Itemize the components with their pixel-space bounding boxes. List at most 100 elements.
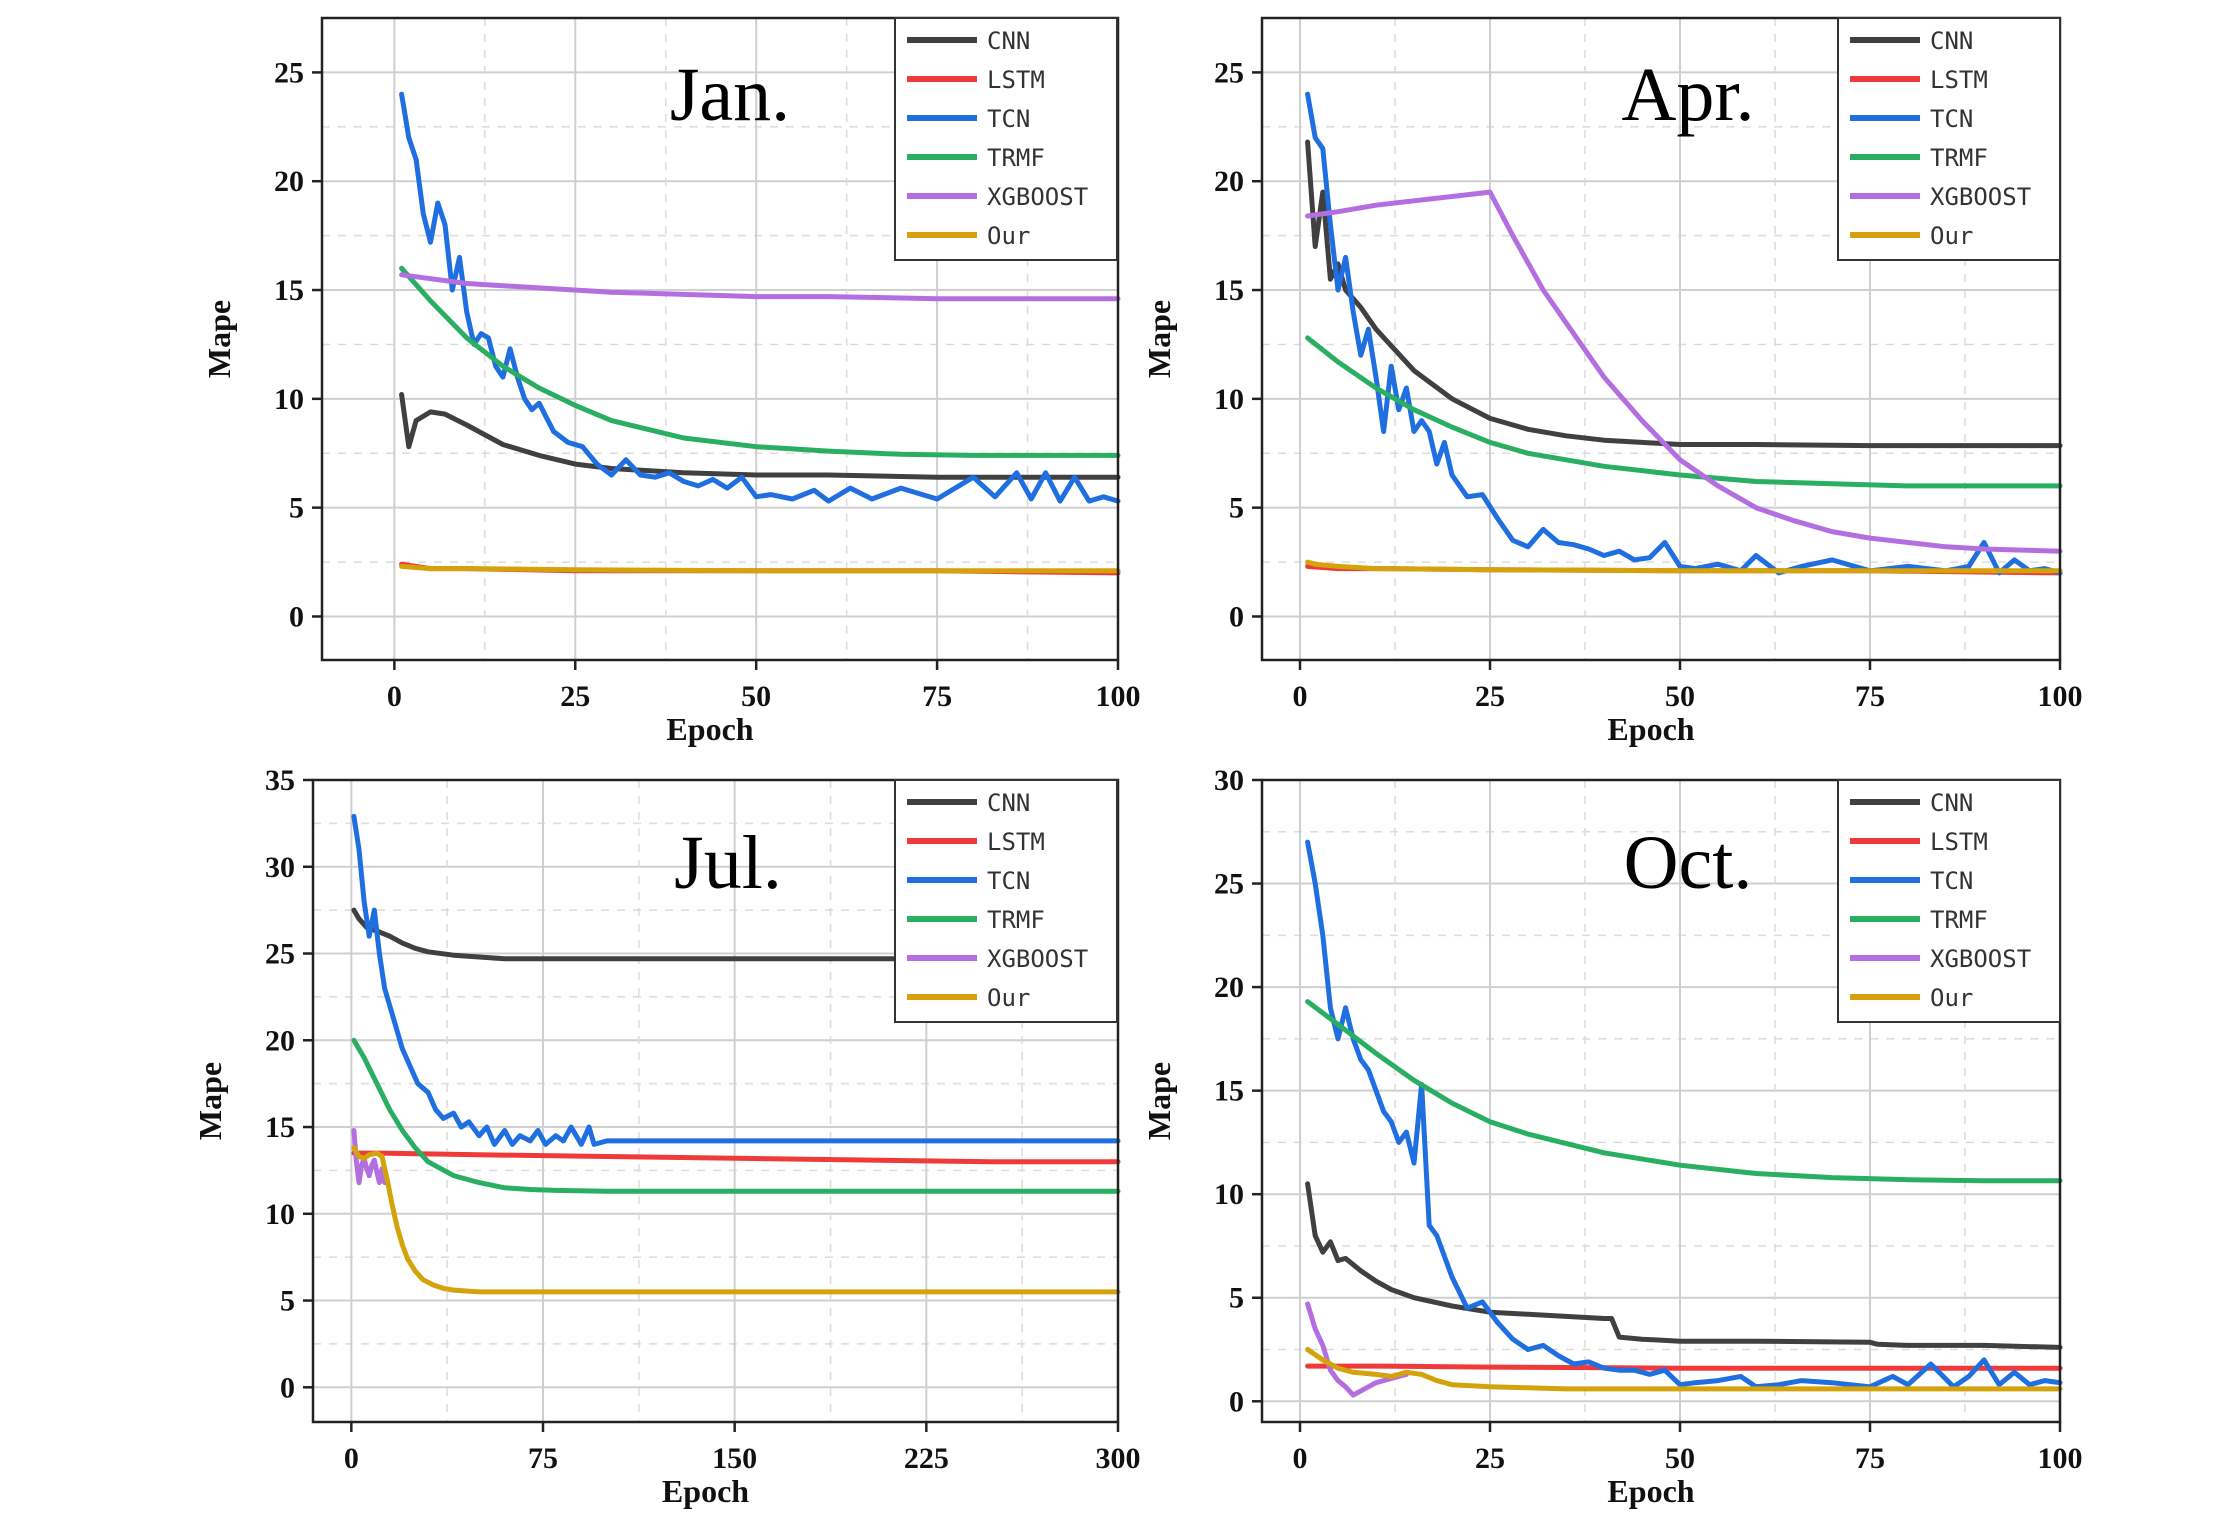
y-tick-label: 0 bbox=[1229, 1385, 1244, 1418]
x-tick-label: 75 bbox=[1855, 680, 1885, 713]
x-tick-label: 150 bbox=[712, 1442, 757, 1475]
plot-frame bbox=[311, 778, 1120, 1424]
legend-label-tcn: TCN bbox=[987, 867, 1030, 895]
y-axis-label: Mape bbox=[201, 300, 237, 378]
series-line-cnn bbox=[1305, 1181, 2063, 1350]
x-tick-label: 25 bbox=[560, 680, 590, 713]
x-tick-label: 100 bbox=[2038, 1442, 2083, 1475]
plot-frame bbox=[1260, 16, 2062, 662]
legend-box bbox=[894, 779, 1118, 1023]
y-tick-label: 0 bbox=[1229, 600, 1244, 633]
x-tick-label: 75 bbox=[922, 680, 952, 713]
legend-label-our: Our bbox=[987, 222, 1030, 250]
y-axis-label: Mape bbox=[1141, 1062, 1177, 1140]
legend-label-trmf: TRMF bbox=[987, 144, 1045, 172]
y-tick-label: 5 bbox=[289, 492, 304, 525]
y-tick-label: 5 bbox=[1229, 1282, 1244, 1315]
series-line-trmf bbox=[1305, 999, 2063, 1184]
y-axis-label: Mape bbox=[1141, 300, 1177, 378]
legend-label-our: Our bbox=[987, 984, 1030, 1012]
x-tick-label: 50 bbox=[741, 680, 771, 713]
panel-title: Apr. bbox=[1622, 53, 1755, 137]
legend-label-our: Our bbox=[1930, 222, 1973, 250]
x-tick-label: 0 bbox=[1293, 1442, 1308, 1475]
x-tick-label: 0 bbox=[1293, 680, 1308, 713]
legend-box bbox=[1837, 779, 2061, 1023]
chart-panel-apr: 0 5 10 15 20 25 0 25 50 75 100 Epoch Mape Apr. CNN LSTM… bbox=[1141, 16, 2083, 747]
y-tick-label: 30 bbox=[1214, 764, 1244, 797]
y-tick-label: 20 bbox=[265, 1024, 295, 1057]
y-tick-label: 25 bbox=[1214, 868, 1244, 901]
y-tick-label: 25 bbox=[1214, 56, 1244, 89]
series-line-cnn bbox=[351, 907, 993, 962]
x-tick-label: 50 bbox=[1665, 1442, 1695, 1475]
series-line-trmf bbox=[351, 1037, 1121, 1194]
series-line-lstm bbox=[351, 1150, 1121, 1165]
chart-panel-oct: 0 5 10 15 20 25 30 0 25 50 75 100 Epoch Mape Oct. CNN LS… bbox=[1141, 764, 2083, 1509]
x-tick-label: 225 bbox=[904, 1442, 949, 1475]
series-line-tcn bbox=[399, 91, 1121, 504]
x-tick-label: 0 bbox=[344, 1442, 359, 1475]
panel-title: Jan. bbox=[670, 53, 790, 137]
plot-frame bbox=[320, 16, 1120, 662]
plot-frame bbox=[1260, 778, 2062, 1424]
legend-box bbox=[894, 17, 1118, 261]
y-tick-label: 10 bbox=[274, 383, 304, 416]
x-axis-label: Epoch bbox=[1607, 1473, 1694, 1509]
legend-box bbox=[1837, 17, 2061, 261]
series-line-our bbox=[1305, 559, 2063, 574]
x-tick-label: 75 bbox=[1855, 1442, 1885, 1475]
x-axis-label: Epoch bbox=[1607, 711, 1694, 747]
x-tick-label: 100 bbox=[1096, 680, 1141, 713]
y-tick-label: 15 bbox=[265, 1111, 295, 1144]
y-tick-label: 20 bbox=[274, 165, 304, 198]
legend-label-lstm: LSTM bbox=[987, 828, 1045, 856]
legend-label-xgboost: XGBOOST bbox=[1930, 945, 2031, 973]
y-tick-label: 10 bbox=[1214, 383, 1244, 416]
series-line-cnn bbox=[1305, 139, 2063, 449]
y-tick-label: 15 bbox=[1214, 1075, 1244, 1108]
series-line-cnn bbox=[399, 392, 1121, 480]
legend-label-xgboost: XGBOOST bbox=[987, 945, 1088, 973]
chart-panel-jul: 0 5 10 15 20 25 30 35 0 75 150 225 300 Epoch Mape Jul. C… bbox=[192, 764, 1141, 1509]
y-tick-label: 5 bbox=[1229, 492, 1244, 525]
legend-label-tcn: TCN bbox=[987, 105, 1030, 133]
y-tick-label: 0 bbox=[280, 1371, 295, 1404]
legend-label-cnn: CNN bbox=[1930, 27, 1973, 55]
legend-label-cnn: CNN bbox=[987, 789, 1030, 817]
y-tick-label: 30 bbox=[265, 851, 295, 884]
series-line-xgboost bbox=[1305, 1301, 1409, 1398]
series-line-tcn bbox=[351, 813, 1121, 1147]
legend-label-trmf: TRMF bbox=[1930, 144, 1988, 172]
series-line-our bbox=[399, 563, 1121, 574]
legend-label-lstm: LSTM bbox=[987, 66, 1045, 94]
x-tick-label: 300 bbox=[1096, 1442, 1141, 1475]
legend-label-cnn: CNN bbox=[987, 27, 1030, 55]
y-tick-label: 25 bbox=[265, 938, 295, 971]
y-axis-label: Mape bbox=[192, 1062, 228, 1140]
y-tick-label: 15 bbox=[1214, 274, 1244, 307]
x-tick-label: 25 bbox=[1475, 680, 1505, 713]
series-line-xgboost bbox=[1305, 189, 2063, 554]
x-tick-label: 75 bbox=[528, 1442, 558, 1475]
y-tick-label: 5 bbox=[280, 1285, 295, 1318]
series-line-lstm bbox=[1305, 1363, 2063, 1371]
y-tick-label: 10 bbox=[1214, 1178, 1244, 1211]
y-tick-label: 0 bbox=[289, 600, 304, 633]
legend-label-tcn: TCN bbox=[1930, 867, 1973, 895]
panel-title: Jul. bbox=[674, 821, 782, 905]
x-axis-label: Epoch bbox=[662, 1473, 749, 1509]
legend-label-our: Our bbox=[1930, 984, 1973, 1012]
x-tick-label: 100 bbox=[2038, 680, 2083, 713]
y-tick-label: 15 bbox=[274, 274, 304, 307]
y-tick-label: 20 bbox=[1214, 971, 1244, 1004]
legend-label-cnn: CNN bbox=[1930, 789, 1973, 817]
legend-label-lstm: LSTM bbox=[1930, 828, 1988, 856]
x-tick-label: 50 bbox=[1665, 680, 1695, 713]
y-tick-label: 25 bbox=[274, 56, 304, 89]
series-line-our bbox=[1305, 1347, 2063, 1392]
series-line-our bbox=[351, 1145, 1121, 1295]
legend-label-lstm: LSTM bbox=[1930, 66, 1988, 94]
panel-title: Oct. bbox=[1624, 821, 1753, 905]
